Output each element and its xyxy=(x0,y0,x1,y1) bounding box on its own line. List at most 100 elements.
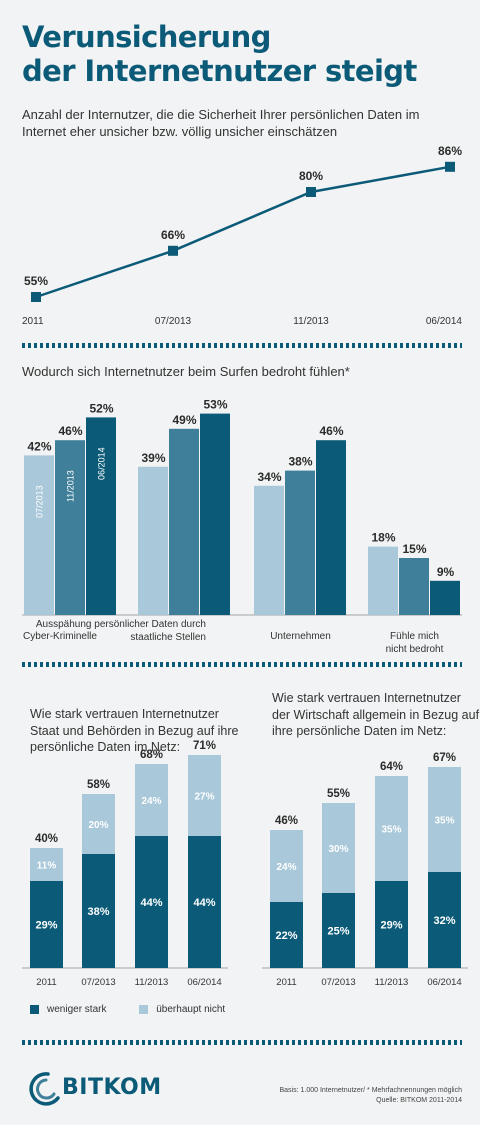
threat-category-label: nicht bedroht xyxy=(386,644,444,655)
trust-business-bar-light-label: 35% xyxy=(381,825,401,836)
legend: weniger stark überhaupt nicht xyxy=(30,1004,255,1017)
threat-bar-value-label: 15% xyxy=(402,542,426,556)
threat-bar xyxy=(55,440,85,615)
trust-state-x-tick-label: 11/2013 xyxy=(135,977,169,988)
trust-business-bar-light xyxy=(270,830,303,902)
trust-state-bar-light xyxy=(82,794,115,854)
threat-bar-value-label: 46% xyxy=(58,424,82,438)
line-point xyxy=(306,187,316,197)
trust-state-total-label: 68% xyxy=(140,749,163,761)
source-note-basis: Basis: 1.000 Internetnutzer/ * Mehrfachn… xyxy=(279,1087,462,1094)
threat-bar-value-label: 53% xyxy=(203,398,227,412)
line-x-tick-label: 2011 xyxy=(22,316,44,327)
trust-business-total-label: 64% xyxy=(380,761,403,773)
trust-business-bar-light-label: 24% xyxy=(276,862,296,873)
divider-2 xyxy=(22,662,462,667)
trust-state-bar-dark xyxy=(82,854,115,968)
threat-bar xyxy=(24,455,54,615)
source-note-quelle: Quelle: BITKOM 2011-2014 xyxy=(376,1097,462,1104)
threat-bar xyxy=(368,546,398,615)
trust-business-x-tick-label: 07/2013 xyxy=(321,977,355,988)
trust-state-x-tick-label: 06/2014 xyxy=(187,977,221,988)
line-x-tick-label: 06/2014 xyxy=(426,316,463,327)
bitkom-logo-mark xyxy=(29,1072,60,1106)
trust-business-bar-light xyxy=(428,767,461,872)
line-point-label: 80% xyxy=(299,169,323,183)
threat-bar xyxy=(285,470,315,615)
trust-business-x-tick-label: 06/2014 xyxy=(427,977,461,988)
threat-category-label: Ausspähung persönlicher Daten durch xyxy=(36,619,206,630)
threat-chart-title: Wodurch sich Internetnutzer beim Surfen … xyxy=(22,364,350,379)
trust-state-total-label: 71% xyxy=(193,740,216,752)
legend-item-weniger-stark: weniger stark xyxy=(30,1004,106,1015)
threat-bar xyxy=(138,466,168,615)
line-point xyxy=(168,245,178,256)
trust-state-bar-light-label: 11% xyxy=(37,861,57,872)
threat-series-label: 11/2013 xyxy=(66,470,76,502)
threat-category-label: staatliche Stellen xyxy=(130,632,206,643)
threat-series-label: 07/2013 xyxy=(35,485,45,518)
trust-state-bar-dark-label: 29% xyxy=(35,920,57,932)
threat-bar xyxy=(399,558,429,615)
trust-state-bar-light xyxy=(30,848,63,881)
threat-bar-value-label: 39% xyxy=(141,451,165,465)
line-series xyxy=(35,165,451,299)
divider-1 xyxy=(22,343,462,348)
threat-bar xyxy=(169,428,199,615)
threat-bar-value-label: 46% xyxy=(319,424,343,438)
trust-business-bar-dark-label: 25% xyxy=(327,926,349,938)
trust-business-bar-light-label: 35% xyxy=(434,816,454,827)
trust-state-x-tick-label: 2011 xyxy=(36,977,56,988)
trust-state-total-label: 40% xyxy=(35,833,58,845)
threat-category-label: Fühle mich xyxy=(390,631,439,642)
trust-business-bar-dark xyxy=(375,881,408,968)
legend-swatch-dark xyxy=(30,1005,39,1014)
title-line-2: der Internetnutzer steigt xyxy=(22,54,417,88)
trust-state-title: Wie stark vertrauen Internetnutzer Staat… xyxy=(30,707,239,754)
legend-item-ueberhaupt-nicht: überhaupt nicht xyxy=(139,1004,225,1015)
trust-state-bar-light xyxy=(135,764,168,836)
trust-business-total-label: 67% xyxy=(433,752,456,764)
trust-business-bar-dark-label: 22% xyxy=(275,930,297,942)
bitkom-logo-text: BITKOM xyxy=(62,1075,162,1100)
trust-business-bar-dark-label: 29% xyxy=(380,920,402,932)
threat-chart: 42% 07/2013 46% 11/2013 52% 06/2014 Cyber-Krim… xyxy=(22,398,462,655)
threat-category-label: Cyber-Kriminelle xyxy=(23,631,97,642)
line-point xyxy=(445,161,455,172)
threat-bar xyxy=(200,413,230,615)
trust-business-bar-light xyxy=(322,803,355,893)
page-title: Verunsicherung der Internetnutzer steigt xyxy=(22,20,462,88)
trust-state-bar-dark xyxy=(135,836,168,968)
threat-bar-value-label: 9% xyxy=(437,565,455,579)
title-line-1: Verunsicherung xyxy=(22,20,271,54)
trust-business-bar-dark-label: 32% xyxy=(433,915,455,927)
divider-3 xyxy=(22,1040,462,1045)
trust-state-x-tick-label: 07/2013 xyxy=(81,977,115,988)
trust-state-bar-dark xyxy=(30,881,63,968)
threat-bar-value-label: 18% xyxy=(371,531,395,545)
trust-state-bar-light-label: 20% xyxy=(88,820,108,831)
trust-state-bar-dark xyxy=(188,836,221,968)
trust-state-bar-dark-label: 44% xyxy=(140,897,162,909)
threat-category-label: Unternehmen xyxy=(270,631,331,642)
trust-state-bar-light xyxy=(188,755,221,836)
trust-business-total-label: 55% xyxy=(327,788,350,800)
line-point xyxy=(31,292,41,302)
threat-bar-value-label: 34% xyxy=(257,470,281,484)
legend-label-light: überhaupt nicht xyxy=(156,1004,226,1015)
trust-business-bar-light-label: 30% xyxy=(328,844,348,855)
threat-bar xyxy=(254,485,284,615)
trust-business-bar-dark xyxy=(322,893,355,968)
trust-business-title: Wie stark vertrauen Internetnutzer der W… xyxy=(272,691,480,738)
threat-bar-value-label: 49% xyxy=(172,413,196,427)
source-note: Basis: 1.000 Internetnutzer/ * Mehrfachn… xyxy=(162,1086,462,1106)
line-chart-subtitle: Anzahl der Internutzer, die die Sicherhe… xyxy=(22,107,420,139)
trust-state-chart: 29% 11% 40% 2011 38% 20% 58% 07/2013 44% 24% 68% 11… xyxy=(22,740,228,988)
bitkom-logo: BITKOM xyxy=(24,1068,164,1108)
trust-state-total-label: 58% xyxy=(87,779,110,791)
trust-business-bar-dark xyxy=(270,902,303,968)
trust-state-bar-dark-label: 38% xyxy=(87,906,109,918)
trust-business-x-tick-label: 11/2013 xyxy=(375,977,409,988)
line-point-label: 55% xyxy=(24,274,48,288)
line-chart: 55% 2011 66% 07/2013 80% 11/2013 86% 06/2014 xyxy=(22,144,463,327)
